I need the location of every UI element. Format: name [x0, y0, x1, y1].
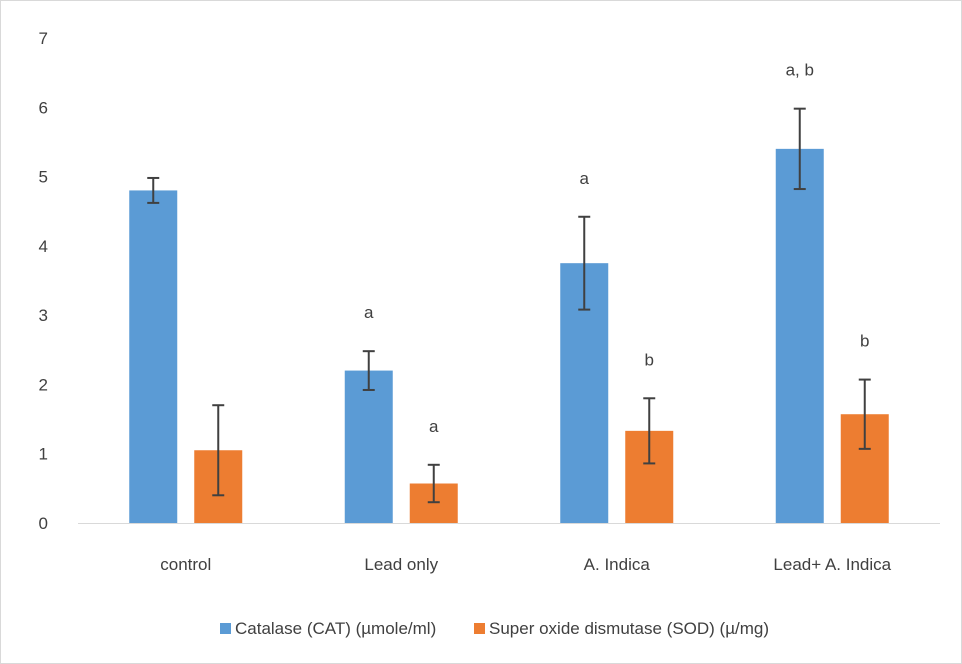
y-tick-label: 7 [39, 29, 48, 48]
significance-label: a [429, 417, 439, 436]
legend-swatch-cat [220, 623, 231, 634]
x-tick-label: control [160, 555, 211, 574]
axis-layer: 0 1 2 3 4 5 6 7 [39, 29, 940, 533]
significance-label: a [364, 303, 374, 322]
y-tick-label: 0 [39, 514, 48, 533]
y-tick-label: 6 [39, 98, 48, 117]
x-tick-label: Lead+ A. Indica [773, 555, 891, 574]
significance-label: a, b [786, 61, 814, 80]
bar-cat [775, 148, 824, 523]
y-tick-label: 2 [39, 375, 48, 394]
x-tick-label: Lead only [364, 555, 438, 574]
bar-layer [129, 107, 889, 523]
bar-cat [344, 370, 393, 523]
bar-cat [129, 190, 178, 523]
legend-label-cat: Catalase (CAT) (µmole/ml) [235, 619, 436, 638]
y-tick-label: 5 [39, 168, 48, 187]
legend-swatch-sod [474, 623, 485, 634]
legend: Catalase (CAT) (µmole/ml) Super oxide dis… [220, 619, 769, 638]
y-tick-label: 1 [39, 445, 48, 464]
y-tick-label: 3 [39, 306, 48, 325]
significance-label: b [645, 350, 654, 369]
label-layer: control a a Lead only a b A. Indica a, b b Lead+ … [160, 61, 891, 574]
x-tick-label: A. Indica [584, 555, 651, 574]
legend-label-sod: Super oxide dismutase (SOD) (µ/mg) [489, 619, 769, 638]
significance-label: a [580, 169, 590, 188]
significance-label: b [860, 332, 869, 351]
y-tick-label: 4 [39, 237, 48, 256]
